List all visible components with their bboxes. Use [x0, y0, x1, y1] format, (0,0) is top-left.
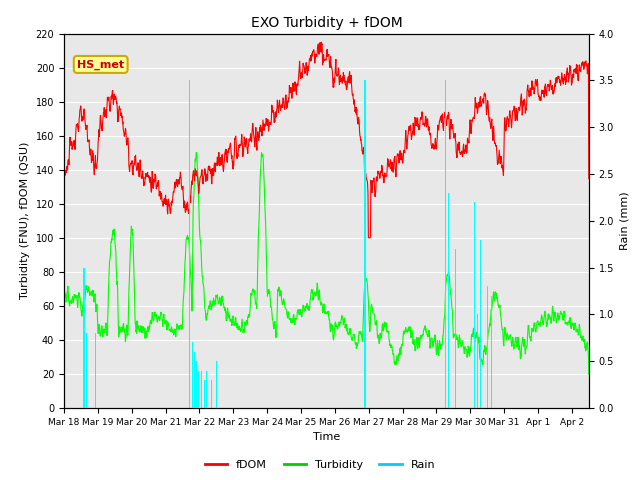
Title: EXO Turbidity + fDOM: EXO Turbidity + fDOM	[250, 16, 403, 30]
Y-axis label: Turbidity (FNU), fDOM (QSU): Turbidity (FNU), fDOM (QSU)	[20, 142, 30, 300]
Text: HS_met: HS_met	[77, 60, 124, 70]
Legend: fDOM, Turbidity, Rain: fDOM, Turbidity, Rain	[200, 456, 440, 474]
X-axis label: Time: Time	[313, 432, 340, 442]
Y-axis label: Rain (mm): Rain (mm)	[620, 192, 630, 250]
